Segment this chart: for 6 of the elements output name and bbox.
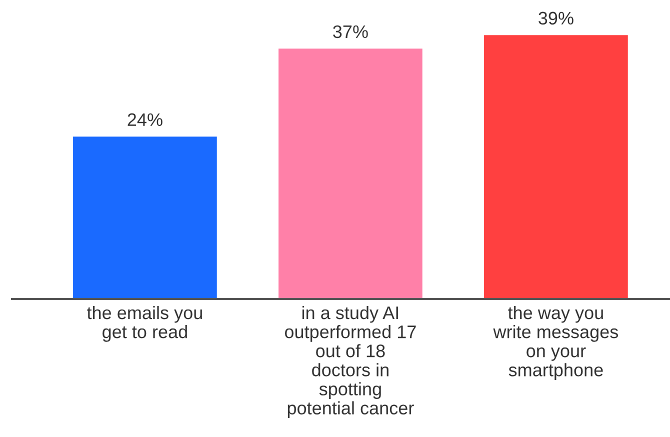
data-label: 24% xyxy=(128,113,162,126)
x-tick-label: the emails you get to read xyxy=(87,306,202,342)
x-tick-label: in a study AI outperformed 17 out of 18 doctors in spotting potential cancer xyxy=(284,306,416,418)
x-tick-label: the way you write messages on your smartphone xyxy=(493,306,618,380)
data-label: 37% xyxy=(333,25,368,38)
data-label: 39% xyxy=(538,12,574,25)
